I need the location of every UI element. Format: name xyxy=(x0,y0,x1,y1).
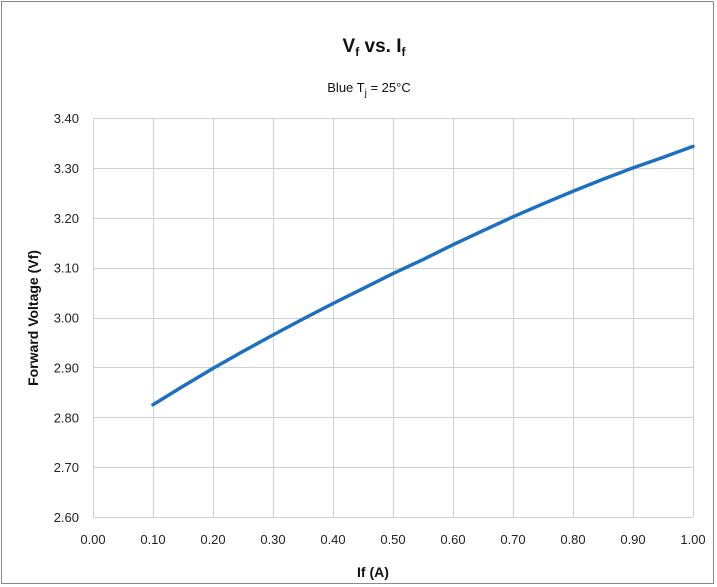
x-tick-label: 1.00 xyxy=(680,532,705,547)
x-tick-label: 0.90 xyxy=(620,532,645,547)
y-tick-label: 3.00 xyxy=(54,311,79,326)
y-tick-label: 3.20 xyxy=(54,211,79,226)
y-axis-label: Forward Voltage (Vf) xyxy=(25,250,41,386)
y-tick-label: 3.40 xyxy=(54,111,79,126)
title-main: V xyxy=(343,36,356,57)
x-tick-label: 0.30 xyxy=(260,532,285,547)
x-tick-label: 0.60 xyxy=(440,532,465,547)
y-tick-label: 2.60 xyxy=(54,510,79,525)
x-tick-label: 0.20 xyxy=(200,532,225,547)
x-tick-label: 0.70 xyxy=(500,532,525,547)
series-line xyxy=(151,144,695,407)
title-sub2: f xyxy=(401,45,406,59)
subtitle-post: = 25°C xyxy=(367,80,411,95)
chart-title: Vf vs. If xyxy=(343,36,407,59)
x-tick-label: 0.40 xyxy=(320,532,345,547)
x-tick-label: 0.10 xyxy=(140,532,165,547)
y-tick-label: 2.90 xyxy=(54,360,79,375)
title-sub1: f xyxy=(355,45,360,59)
grid xyxy=(93,118,694,518)
chart-subtitle: Blue Tj = 25°C xyxy=(327,80,410,99)
x-tick-label: 0.50 xyxy=(380,532,405,547)
y-tick-label: 2.80 xyxy=(54,410,79,425)
y-tick-label: 3.10 xyxy=(54,261,79,276)
y-tick-labels: 2.60 2.70 2.80 2.90 3.00 3.10 3.20 3.30 3.40 xyxy=(54,111,79,525)
y-tick-label: 2.70 xyxy=(54,460,79,475)
x-tick-label: 0.80 xyxy=(560,532,585,547)
subtitle-sub: j xyxy=(364,88,367,99)
series-layer xyxy=(151,144,695,407)
x-tick-label: 0.00 xyxy=(80,532,105,547)
title-mid: vs. I xyxy=(359,36,401,57)
subtitle-pre: Blue T xyxy=(327,80,364,95)
y-tick-label: 3.30 xyxy=(54,161,79,176)
x-axis-label: If (A) xyxy=(357,564,389,580)
x-tick-labels: 0.00 0.10 0.20 0.30 0.40 0.50 0.60 0.70 0.80 0.90… xyxy=(80,532,705,547)
